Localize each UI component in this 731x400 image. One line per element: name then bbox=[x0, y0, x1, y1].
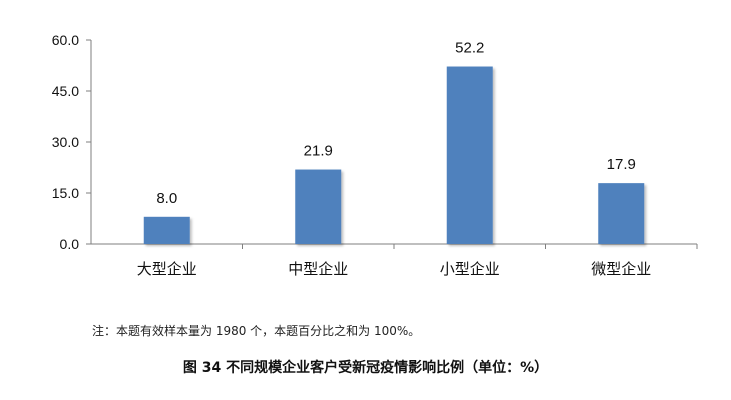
bar bbox=[446, 66, 493, 245]
y-tick-label: 15.0 bbox=[52, 185, 79, 201]
y-tick-label: 30.0 bbox=[52, 134, 79, 150]
bar-chart: 0.0 15.0 30.0 45.0 60.0 8.0 21.9 52.2 17.9 大型企业… bbox=[52, 32, 698, 278]
figure-caption: 图 34 不同规模企业客户受新冠疫情影响比例（单位：%） bbox=[182, 360, 549, 376]
x-category-label: 中型企业 bbox=[288, 260, 348, 278]
x-category-label: 小型企业 bbox=[440, 260, 500, 278]
bar bbox=[143, 216, 190, 244]
bar-value-label: 52.2 bbox=[455, 40, 484, 57]
y-tick-label: 0.0 bbox=[60, 236, 80, 252]
bar-value-label: 17.9 bbox=[607, 156, 636, 173]
bar-value-label: 8.0 bbox=[156, 190, 177, 207]
bar bbox=[295, 169, 342, 244]
x-category-label: 微型企业 bbox=[591, 260, 651, 278]
x-category-label: 大型企业 bbox=[137, 260, 197, 278]
y-tick-label: 45.0 bbox=[52, 83, 79, 99]
bar bbox=[598, 183, 645, 244]
bar-value-label: 21.9 bbox=[304, 143, 333, 160]
y-tick-label: 60.0 bbox=[52, 32, 79, 48]
sample-note: 注：本题有效样本量为 1980 个，本题百分比之和为 100%。 bbox=[92, 324, 421, 338]
